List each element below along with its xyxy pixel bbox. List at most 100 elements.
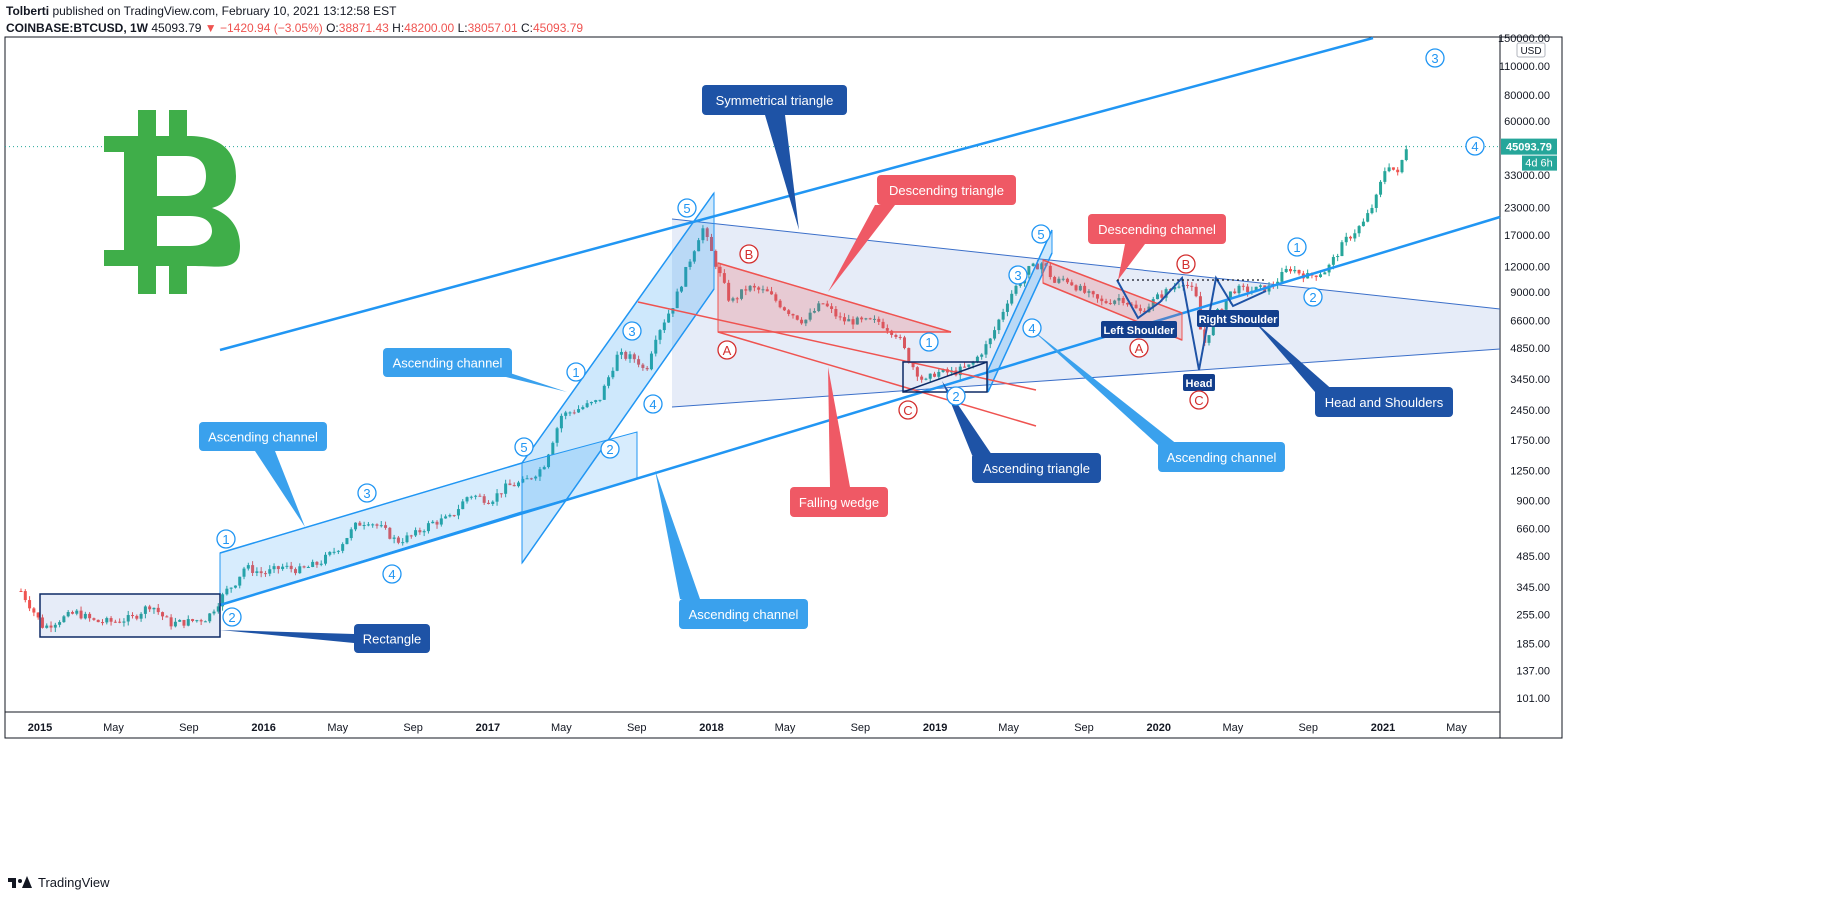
wave-marker-circle xyxy=(1303,287,1323,307)
candle-body xyxy=(1314,275,1318,278)
candle-body xyxy=(1040,263,1044,270)
candle-body xyxy=(246,565,250,569)
candle-body xyxy=(1143,310,1147,313)
candle-body xyxy=(800,319,804,324)
pattern-callout[interactable]: Descending triangle xyxy=(828,175,1016,292)
candle-body xyxy=(847,319,851,322)
candle-body xyxy=(259,571,263,574)
tradingview-footer[interactable]: TradingView xyxy=(8,874,110,890)
callout-label: Ascending channel xyxy=(208,430,318,445)
wave-marker-circle xyxy=(1176,254,1196,274)
candle-body xyxy=(19,591,23,593)
candle-body xyxy=(842,317,846,322)
pattern-callout[interactable]: Ascending channel xyxy=(1030,328,1285,472)
time-axis[interactable]: 2015 May Sep 2016 May Sep 2017 May Sep 2018 May Sep… xyxy=(28,722,1468,734)
candle-body xyxy=(770,291,774,295)
candle-body xyxy=(315,561,319,565)
candle-body xyxy=(830,306,834,309)
candle-body xyxy=(752,285,756,288)
callout-pointer xyxy=(255,451,305,527)
candle-body xyxy=(384,525,388,528)
wave-marker-label: 5 xyxy=(1037,227,1044,242)
candle-body xyxy=(495,493,499,502)
pattern-callout[interactable]: Descending channel xyxy=(1088,214,1226,280)
author-name[interactable]: Tolberti xyxy=(6,4,50,18)
pattern-callout[interactable]: Rectangle xyxy=(220,624,430,653)
candle-body xyxy=(1134,304,1138,309)
candle-body xyxy=(96,619,100,623)
callout-box xyxy=(679,599,808,629)
candle-body xyxy=(465,497,469,502)
callout-pointer xyxy=(220,630,354,643)
time-tick-label: May xyxy=(1446,722,1467,734)
last-price-badge xyxy=(1501,138,1557,155)
wave-marker-circle xyxy=(919,332,939,352)
candle-body xyxy=(1126,303,1130,305)
bitcoin-logo-stroke xyxy=(138,264,156,294)
candle-body xyxy=(761,289,765,291)
candle-body xyxy=(714,250,718,267)
candle-body xyxy=(735,298,739,300)
candle-body xyxy=(1070,282,1074,286)
tradingview-logo-icon xyxy=(8,876,32,888)
callout-box xyxy=(972,453,1101,483)
price-tick-label: 660.00 xyxy=(1516,523,1550,535)
pattern-callout[interactable]: Ascending channel xyxy=(199,422,327,527)
ascending-triangle-border xyxy=(902,361,988,393)
callout-box xyxy=(1158,442,1285,472)
candle-body xyxy=(409,535,413,537)
callout-box xyxy=(199,422,327,451)
pattern-callout[interactable]: Ascending channel xyxy=(383,348,567,392)
candle-body xyxy=(890,330,894,335)
candle-body xyxy=(512,485,516,487)
candle-body xyxy=(349,529,353,539)
ascending-triangle-diag xyxy=(902,361,988,393)
candle-body xyxy=(1284,268,1288,273)
open-value: 38871.43 xyxy=(338,21,389,35)
wave-marker-label: C xyxy=(903,403,912,418)
candle-body xyxy=(431,521,435,524)
pattern-callout[interactable]: Ascending channel xyxy=(655,470,808,629)
candle-body xyxy=(637,359,641,365)
candle-body xyxy=(924,378,928,380)
price-tick-label: 137.00 xyxy=(1516,665,1550,677)
candle-body xyxy=(1074,285,1078,291)
candle-body xyxy=(1053,277,1057,283)
chart-frame xyxy=(4,36,1563,739)
price-tick-label: 3450.00 xyxy=(1510,374,1550,386)
callout-box xyxy=(354,624,430,653)
candle-body xyxy=(710,236,713,251)
candle-body xyxy=(740,289,744,299)
candle-body xyxy=(345,538,349,545)
candle-body xyxy=(722,273,726,283)
price-axis[interactable]: 101.00 137.00 185.00 255.00 345.00 485.00 660.… xyxy=(1498,33,1550,705)
candle-body xyxy=(671,308,675,314)
candle-body xyxy=(122,621,126,623)
callout-box xyxy=(1315,387,1453,417)
pattern-callout[interactable]: Ascending triangle xyxy=(942,381,1101,483)
candle-body xyxy=(1323,272,1327,275)
candle-body xyxy=(491,501,495,504)
candle-body xyxy=(993,330,997,339)
candle-body xyxy=(963,366,967,368)
candle-body xyxy=(456,509,460,516)
price-tick-label: 485.00 xyxy=(1516,551,1550,563)
candle-body xyxy=(1383,171,1387,182)
candle-body xyxy=(118,621,122,623)
candle-body xyxy=(401,542,405,544)
pattern-callout[interactable]: Falling wedge xyxy=(790,367,888,517)
callout-pointer xyxy=(765,115,799,230)
pattern-callout[interactable]: Head and Shoulders xyxy=(1253,320,1453,417)
candle-body xyxy=(697,240,701,252)
candle-body xyxy=(238,576,242,586)
candle-body xyxy=(589,401,593,404)
pattern-callout[interactable]: Symmetrical triangle xyxy=(702,85,847,230)
candle-body xyxy=(894,334,898,337)
candle-body xyxy=(23,591,27,601)
candle-body xyxy=(178,619,182,622)
candle-body xyxy=(311,561,315,567)
time-tick-label: Sep xyxy=(1074,722,1094,734)
callout-label: Rectangle xyxy=(363,632,422,647)
candle-body xyxy=(795,315,799,320)
